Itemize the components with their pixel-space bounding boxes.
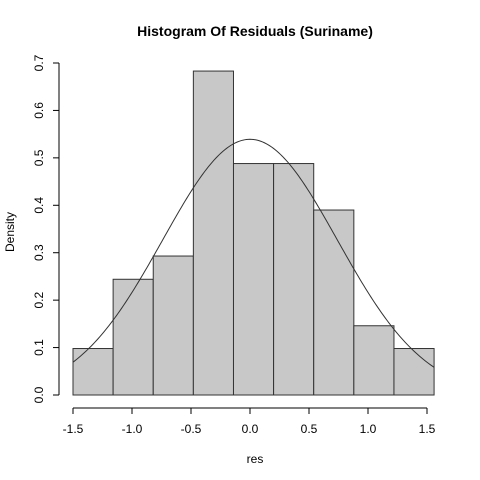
x-tick-label: 0.5: [301, 422, 318, 436]
y-tick-label: 0.5: [32, 149, 46, 166]
y-tick-label: 0.1: [32, 339, 46, 356]
chart-title: Histogram Of Residuals (Suriname): [137, 23, 373, 39]
x-axis-label: res: [247, 452, 264, 466]
y-axis-label: Density: [3, 212, 17, 252]
histogram-bars: [72, 70, 435, 396]
x-axis: -1.5 -1.0 -0.5 0.0 0.5 1.0 1.5: [63, 407, 436, 436]
histogram-bar-3: [152, 255, 194, 396]
x-tick-label: -1.5: [63, 422, 84, 436]
normal-density-curve: [72, 138, 435, 368]
x-tick-label: -1.0: [122, 422, 143, 436]
y-tick-label: 0.7: [32, 54, 46, 71]
x-tick-label: 1.5: [419, 422, 436, 436]
x-tick-label: 0.0: [242, 422, 259, 436]
y-tick-label: 0.0: [32, 386, 46, 403]
x-tick-label: -0.5: [181, 422, 202, 436]
y-tick-label: 0.6: [32, 102, 46, 119]
x-tick-label: 1.0: [360, 422, 377, 436]
histogram-bar-7: [313, 209, 355, 396]
y-tick-label: 0.3: [32, 244, 46, 261]
histogram-bar-9: [393, 348, 435, 396]
histogram-bar-8: [353, 325, 395, 396]
y-axis: 0.0 0.1 0.2 0.3 0.4 0.5 0.6 0.7: [32, 54, 60, 403]
y-tick-label: 0.2: [32, 291, 46, 308]
y-tick-label: 0.4: [32, 197, 46, 214]
histogram-bar-2: [112, 278, 154, 396]
histogram-bar-4: [192, 70, 234, 396]
histogram-bar-5: [232, 163, 275, 396]
histogram-bar-1: [72, 348, 114, 396]
histogram-bar-6: [273, 163, 315, 396]
